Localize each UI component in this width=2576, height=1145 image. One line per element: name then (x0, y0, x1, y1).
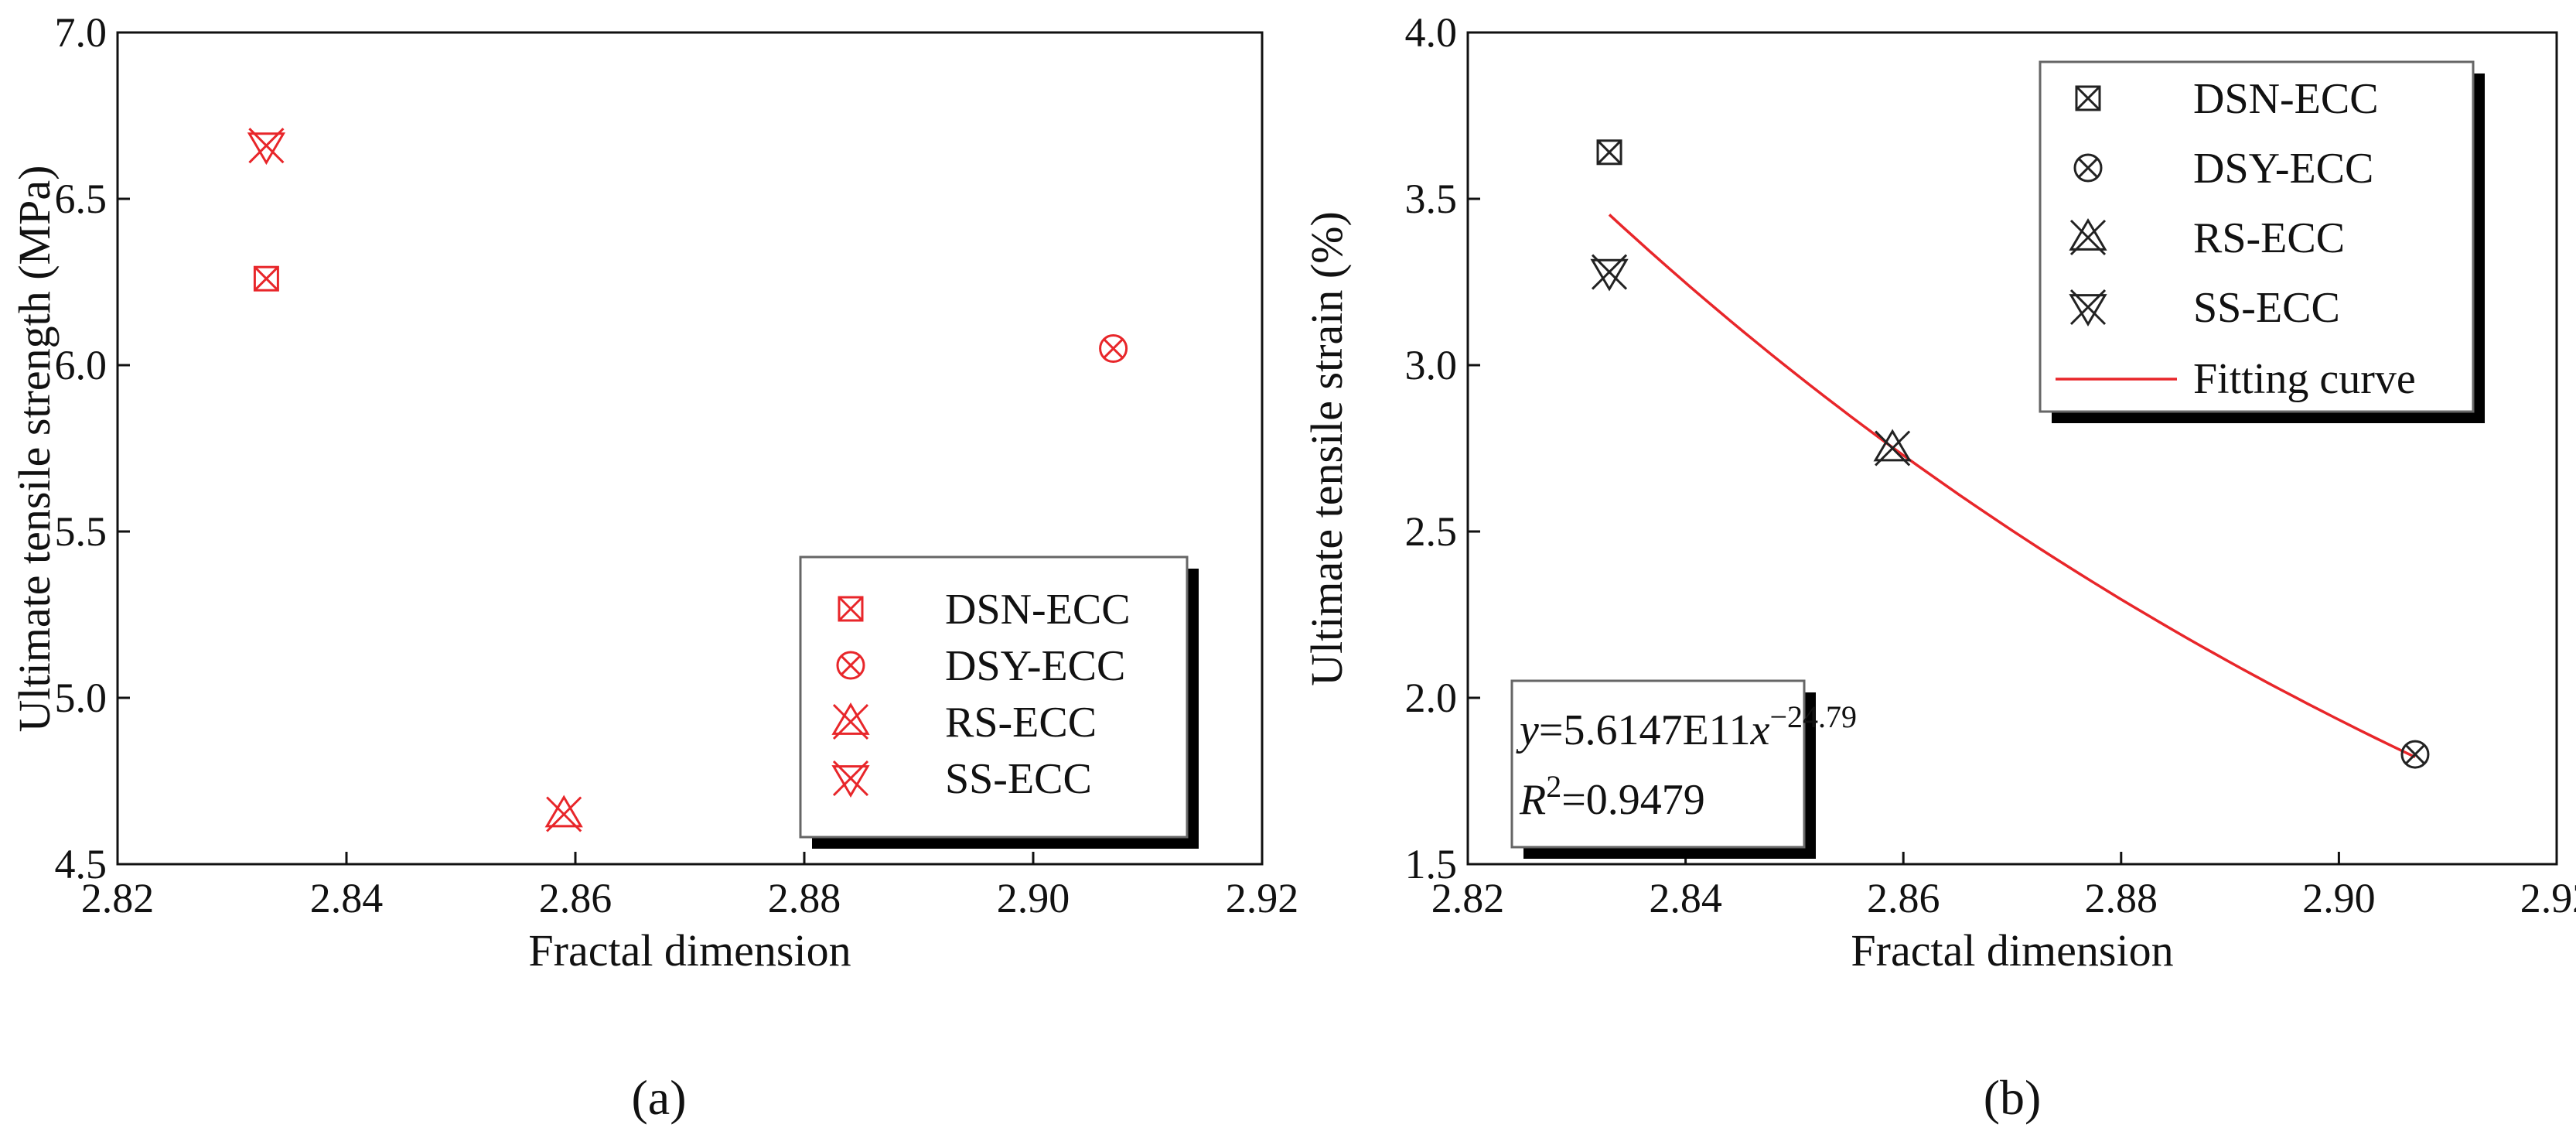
y-tick-label: 4.5 (55, 841, 107, 887)
panel-a-x-axis-title: Fractal dimension (528, 925, 851, 976)
r-squared-sup: 2 (1546, 769, 1561, 804)
x-tick-label: 2.88 (2085, 875, 2158, 921)
y-tick-label: 7.0 (55, 9, 107, 56)
x-tick-label: 2.90 (997, 875, 1070, 921)
y-tick-label: 5.0 (55, 675, 107, 721)
equation-exponent: −24.79 (1769, 699, 1857, 734)
y-tick-label: 6.5 (55, 176, 107, 222)
y-tick-label: 3.5 (1405, 176, 1458, 222)
equation-lhs: y (1516, 706, 1539, 754)
equation-box (1510, 679, 1806, 849)
y-tick-label: 3.0 (1405, 342, 1458, 388)
x-tick-label: 2.88 (768, 875, 841, 921)
legend-marker-ss-ecc (831, 760, 870, 798)
r-squared-symbol: R (1519, 776, 1546, 824)
x-tick-label: 2.82 (81, 875, 155, 921)
panel-b-ultimate-tensile-strain: 2.82 2.84 2.86 2.88 2.90 2.92 1.5 2.0 2.5 3.0 3.5 4… (1302, 9, 2576, 1125)
y-tick-label: 2.0 (1405, 675, 1458, 721)
y-tick-label: 2.5 (1405, 508, 1458, 555)
legend-a-label-rs: RS-ECC (945, 699, 1097, 747)
y-tick-label: 6.0 (55, 342, 107, 388)
r-squared-value: =0.9479 (1561, 776, 1705, 824)
legend-marker-rs-ecc (2069, 218, 2107, 256)
legend-a-markers (831, 596, 870, 798)
x-tick-label: 2.92 (2520, 875, 2576, 921)
x-tick-label: 2.84 (1649, 875, 1722, 921)
legend-a-label-dsy: DSY-ECC (945, 642, 1125, 690)
panel-b-y-axis-title: Ultimate tensile strain (%) (1302, 211, 1352, 686)
legend-a-box (799, 555, 1189, 839)
y-tick-label: 5.5 (55, 508, 107, 555)
y-tick-label: 1.5 (1405, 841, 1458, 887)
fit-equation-box: y=5.6147E11x−24.79 R2=0.9479 (1510, 679, 1857, 859)
panel-a-label: (a) (631, 1070, 686, 1125)
legend-b-label-ss: SS-ECC (2193, 284, 2340, 332)
legend-a-label-ss: SS-ECC (945, 755, 1092, 803)
legend-b-box (2039, 60, 2475, 413)
panel-a-ultimate-tensile-strength: 2.82 2.84 2.86 2.88 2.90 2.92 4.5 5.0 5.5 6.0 6.5 7… (9, 9, 1298, 1125)
legend-marker-dsn-ecc (838, 596, 864, 622)
legend-b-markers (2069, 85, 2107, 326)
data-point-ss-ecc (247, 128, 286, 166)
panel-b-ticks: 2.82 2.84 2.86 2.88 2.90 2.92 1.5 2.0 2.5 3.0 3.5 4… (1405, 9, 2576, 921)
data-point-rs-ecc (544, 795, 583, 832)
x-tick-label: 2.92 (1226, 875, 1299, 921)
legend-b-label-dsn: DSN-ECC (2193, 75, 2379, 123)
equation-text: y=5.6147E11x−24.79 (1516, 699, 1857, 754)
legend-b-label-dsy: DSY-ECC (2193, 145, 2373, 193)
equation-var: x (1750, 706, 1770, 754)
equation-mid: =5.6147E11 (1539, 706, 1751, 754)
legend-marker-dsy-ecc (836, 651, 865, 680)
legend-b-label-rs: RS-ECC (2193, 214, 2345, 262)
panel-b-plot-frame (1466, 31, 2558, 866)
legend-marker-dsn-ecc (2075, 85, 2101, 111)
data-point-dsn-ecc (253, 265, 279, 292)
x-tick-label: 2.86 (539, 875, 612, 921)
panel-a-plot-frame (116, 31, 1264, 866)
legend-marker-ss-ecc (2069, 289, 2107, 326)
panel-a-ticks: 2.82 2.84 2.86 2.88 2.90 2.92 4.5 5.0 5.5 6.0 6.5 7… (55, 9, 1299, 921)
panel-b-data-points (1590, 139, 2430, 769)
panel-a-data-points (247, 128, 1128, 832)
legend-marker-dsy-ecc (2073, 153, 2103, 183)
x-tick-label: 2.82 (1431, 875, 1505, 921)
x-tick-label: 2.84 (310, 875, 384, 921)
legend-b-label-fit: Fitting curve (2193, 355, 2416, 403)
fitting-curve-line (1608, 214, 2416, 759)
x-tick-label: 2.86 (1867, 875, 1940, 921)
data-point-dsy-ecc (2400, 740, 2430, 769)
panel-a-legend: DSN-ECC DSY-ECC RS-ECC SS-ECC (799, 555, 1199, 849)
y-tick-label: 4.0 (1405, 9, 1458, 56)
panel-b-x-axis-title: Fractal dimension (1851, 925, 2173, 976)
x-tick-label: 2.90 (2302, 875, 2376, 921)
data-point-dsy-ecc (1099, 334, 1128, 363)
r-squared-text: R2=0.9479 (1519, 769, 1705, 824)
legend-a-label-dsn: DSN-ECC (945, 586, 1131, 634)
data-point-rs-ecc (1873, 429, 1912, 467)
data-point-dsn-ecc (1596, 139, 1622, 166)
data-point-ss-ecc (1590, 254, 1629, 292)
legend-marker-rs-ecc (831, 702, 870, 740)
panel-a-y-axis-title: Ultimate tensile strength (MPa) (9, 166, 60, 733)
panel-b-label: (b) (1984, 1070, 2042, 1125)
panel-b-legend: DSN-ECC DSY-ECC RS-ECC SS-ECC Fitting cu… (2039, 60, 2485, 423)
